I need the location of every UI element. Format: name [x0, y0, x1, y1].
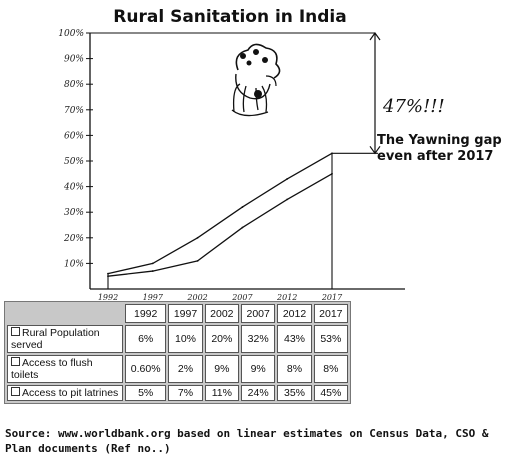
legend-box-icon — [11, 387, 20, 396]
table-cell: 8% — [313, 355, 348, 383]
row-label-text: Access to flush toilets — [11, 357, 93, 381]
table-header-cell: 2007 — [241, 304, 276, 323]
table-cell: 7% — [168, 385, 203, 401]
table-cell: 0.60% — [125, 355, 167, 383]
series-1-point — [196, 236, 199, 239]
table-cell: 6% — [125, 325, 167, 353]
y-tick-label: 10% — [64, 259, 84, 269]
table-corner-cell — [7, 304, 123, 323]
table-row: Access to flush toilets 0.60% 2% 9% 9% 8% 8% — [7, 355, 348, 383]
gap-bracket — [332, 31, 381, 155]
series-line-1 — [107, 152, 333, 275]
y-tick-label: 80% — [64, 80, 84, 90]
table-cell: 5% — [125, 385, 167, 401]
chart-series — [107, 152, 333, 289]
table-row: Access to pit latrines 5% 7% 11% 24% 35% 45% — [7, 385, 348, 401]
x-tick-label: 2017 — [321, 293, 343, 302]
legend-box-icon — [11, 327, 20, 336]
table-cell: 53% — [313, 325, 348, 353]
y-tick-label: 100% — [58, 29, 84, 39]
series-2-point — [286, 198, 289, 201]
chart-plot: 10% 20% 30% 40% 50% 60% 70% 80% 90% 100% 1992 1997 2… — [58, 29, 445, 302]
series-1-point — [241, 206, 244, 208]
y-tick-label: 20% — [63, 234, 84, 244]
table-cell: 2% — [168, 355, 203, 383]
gap-value-label: 47%!!! — [382, 96, 445, 117]
series-line-2 — [107, 173, 333, 277]
table-cell: 8% — [277, 355, 312, 383]
source-note: Source: www.worldbank.org based on linea… — [5, 427, 489, 455]
y-tick-label: 30% — [64, 208, 84, 218]
gap-arrow-down — [369, 145, 381, 155]
series-2-point — [196, 259, 199, 262]
table-cell: 9% — [241, 355, 276, 383]
table-header-row: 1992 1997 2002 2007 2012 2017 — [7, 304, 348, 323]
gap-annotation: The Yawning gap even after 2017 — [377, 133, 502, 164]
chart-ticks: 10% 20% 30% 40% 50% 60% 70% 80% 90% 100% 1992 1997 2… — [58, 29, 343, 302]
y-tick-label: 40% — [63, 183, 84, 193]
x-tick-label: 2012 — [276, 293, 297, 302]
y-tick-label: 90% — [64, 55, 84, 65]
table-row: Rural Population served 6% 10% 20% 32% 43% 53% — [7, 325, 348, 353]
table-cell: 24% — [241, 385, 276, 401]
table-cell: 43% — [277, 325, 312, 353]
y-tick-label: 70% — [64, 106, 84, 116]
table-cell: 9% — [204, 355, 239, 383]
table-cell: 35% — [277, 385, 312, 401]
x-tick-label: 2007 — [231, 293, 253, 302]
table-header-cell: 1992 — [125, 304, 167, 323]
gap-arrow-up — [369, 31, 381, 41]
table-row-label: Access to flush toilets — [7, 355, 123, 383]
x-tick-label: 1992 — [98, 293, 118, 302]
row-label-text: Rural Population served — [11, 327, 100, 351]
series-2-point — [151, 270, 154, 272]
row-label-text: Access to pit latrines — [22, 387, 119, 399]
y-tick-label: 60% — [64, 131, 84, 141]
table-row-label: Rural Population served — [7, 325, 123, 353]
table-cell: 11% — [204, 385, 239, 401]
series-1-point — [151, 262, 154, 265]
table-header-cell: 2002 — [204, 304, 239, 323]
table-cell: 20% — [204, 325, 239, 353]
series-1-point — [286, 178, 289, 180]
data-table: 1992 1997 2002 2007 2012 2017 Rural Populatio… — [4, 301, 351, 404]
face-palm-icon — [231, 43, 281, 117]
table-cell: 45% — [313, 385, 348, 401]
table-cell: 32% — [241, 325, 276, 353]
series-2-point — [241, 226, 244, 229]
table-header-cell: 1997 — [168, 304, 203, 323]
table-row-label: Access to pit latrines — [7, 385, 123, 401]
table-header-cell: 2012 — [277, 304, 312, 323]
legend-box-icon — [11, 357, 20, 366]
table-header-cell: 2017 — [313, 304, 348, 323]
series-2-point — [331, 172, 333, 175]
table-cell: 10% — [168, 325, 203, 353]
x-tick-label: 1997 — [143, 293, 164, 302]
x-tick-label: 2002 — [186, 293, 207, 302]
y-tick-label: 50% — [64, 157, 84, 167]
chart-axes — [89, 32, 405, 290]
chart-title: Rural Sanitation in India — [113, 7, 347, 27]
